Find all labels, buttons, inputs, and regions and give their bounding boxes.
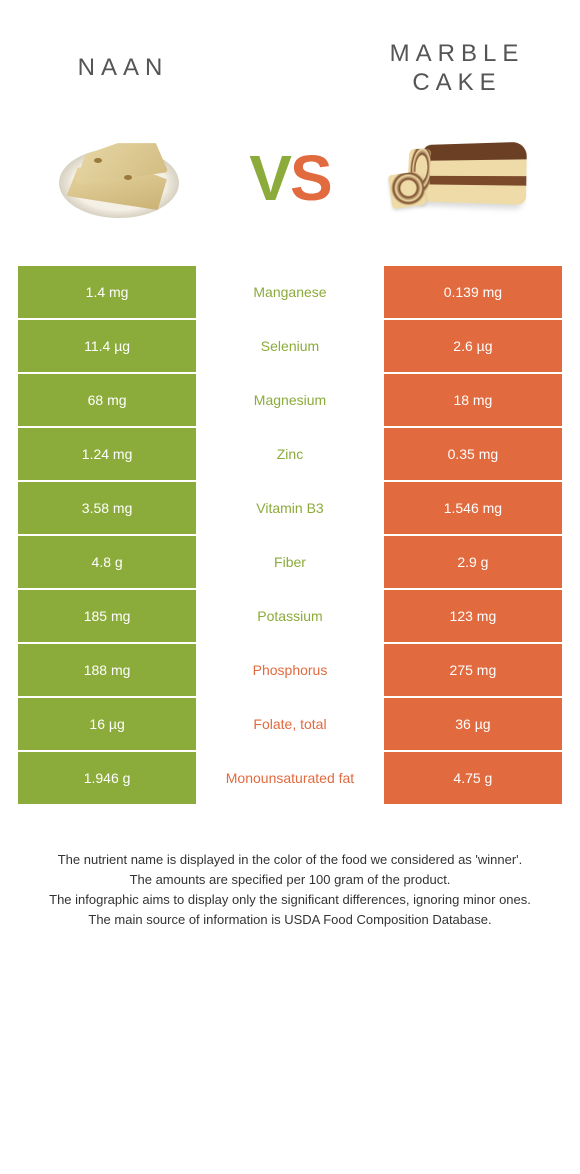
marble-cake-image <box>386 128 536 228</box>
footnote-line: The infographic aims to display only the… <box>24 890 556 910</box>
right-value-cell: 4.75 g <box>383 751 563 805</box>
table-row: 11.4 µgSelenium2.6 µg <box>17 319 563 373</box>
footnote-line: The nutrient name is displayed in the co… <box>24 850 556 870</box>
title-right-line2: CAKE <box>412 69 501 96</box>
left-value-cell: 1.946 g <box>17 751 197 805</box>
nutrient-name-cell: Potassium <box>197 589 383 643</box>
vs-row: VS <box>16 128 564 228</box>
table-row: 1.946 gMonounsaturated fat4.75 g <box>17 751 563 805</box>
left-value-cell: 185 mg <box>17 589 197 643</box>
vs-v-letter: V <box>249 142 290 214</box>
right-value-cell: 2.6 µg <box>383 319 563 373</box>
nutrient-name-cell: Folate, total <box>197 697 383 751</box>
right-value-cell: 36 µg <box>383 697 563 751</box>
table-row: 185 mgPotassium123 mg <box>17 589 563 643</box>
vs-s-letter: S <box>290 142 331 214</box>
table-row: 3.58 mgVitamin B31.546 mg <box>17 481 563 535</box>
left-value-cell: 68 mg <box>17 373 197 427</box>
nutrient-name-cell: Zinc <box>197 427 383 481</box>
nutrient-name-cell: Magnesium <box>197 373 383 427</box>
left-value-cell: 3.58 mg <box>17 481 197 535</box>
right-value-cell: 0.35 mg <box>383 427 563 481</box>
infographic-container: NAAN MARBLE CAKE VS 1.4 mgManganese0. <box>0 0 580 950</box>
left-value-cell: 188 mg <box>17 643 197 697</box>
table-row: 1.24 mgZinc0.35 mg <box>17 427 563 481</box>
table-row: 16 µgFolate, total36 µg <box>17 697 563 751</box>
nutrient-name-cell: Selenium <box>197 319 383 373</box>
table-row: 4.8 gFiber2.9 g <box>17 535 563 589</box>
footnote-block: The nutrient name is displayed in the co… <box>16 850 564 931</box>
left-value-cell: 4.8 g <box>17 535 197 589</box>
footnote-line: The main source of information is USDA F… <box>24 910 556 930</box>
table-row: 68 mgMagnesium18 mg <box>17 373 563 427</box>
header-row: NAAN MARBLE CAKE <box>16 40 564 98</box>
naan-image <box>44 128 194 228</box>
right-value-cell: 1.546 mg <box>383 481 563 535</box>
comparison-table: 1.4 mgManganese0.139 mg11.4 µgSelenium2.… <box>16 264 564 806</box>
nutrient-name-cell: Monounsaturated fat <box>197 751 383 805</box>
right-value-cell: 0.139 mg <box>383 265 563 319</box>
table-row: 1.4 mgManganese0.139 mg <box>17 265 563 319</box>
title-right-line1: MARBLE <box>390 40 525 67</box>
nutrient-name-cell: Manganese <box>197 265 383 319</box>
right-value-cell: 2.9 g <box>383 535 563 589</box>
footnote-line: The amounts are specified per 100 gram o… <box>24 870 556 890</box>
title-right: MARBLE CAKE <box>350 40 564 98</box>
left-value-cell: 16 µg <box>17 697 197 751</box>
right-value-cell: 18 mg <box>383 373 563 427</box>
right-value-cell: 123 mg <box>383 589 563 643</box>
nutrient-name-cell: Vitamin B3 <box>197 481 383 535</box>
vs-label: VS <box>249 141 330 215</box>
left-value-cell: 1.24 mg <box>17 427 197 481</box>
nutrient-name-cell: Phosphorus <box>197 643 383 697</box>
table-row: 188 mgPhosphorus275 mg <box>17 643 563 697</box>
right-value-cell: 275 mg <box>383 643 563 697</box>
nutrient-name-cell: Fiber <box>197 535 383 589</box>
left-value-cell: 11.4 µg <box>17 319 197 373</box>
title-left: NAAN <box>16 54 230 83</box>
left-value-cell: 1.4 mg <box>17 265 197 319</box>
